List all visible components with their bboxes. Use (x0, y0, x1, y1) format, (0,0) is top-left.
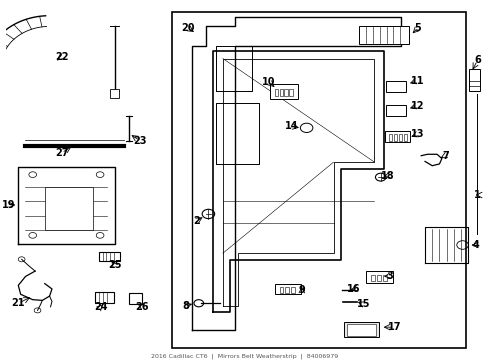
Text: 2: 2 (193, 216, 200, 226)
Text: 4: 4 (472, 240, 478, 250)
Bar (291, 287, 294, 293)
Text: 7: 7 (441, 151, 447, 161)
Text: 16: 16 (346, 284, 360, 294)
Text: 21: 21 (12, 298, 25, 308)
Text: 12: 12 (410, 101, 423, 111)
Bar (289, 89, 292, 96)
Text: 1: 1 (473, 190, 480, 200)
Text: 6: 6 (473, 55, 480, 65)
Text: 15: 15 (356, 299, 369, 309)
Bar (358, 26, 408, 44)
Text: 9: 9 (298, 285, 305, 295)
Text: 13: 13 (410, 129, 423, 139)
Bar (284, 89, 287, 96)
Bar (99, 252, 120, 261)
Bar (384, 131, 409, 142)
Bar (403, 134, 406, 141)
Text: 26: 26 (136, 302, 149, 312)
Text: 11: 11 (410, 76, 423, 86)
Bar (385, 105, 405, 116)
Bar (285, 287, 288, 293)
Text: 22: 22 (55, 52, 68, 62)
Bar (398, 134, 401, 141)
Bar (382, 275, 386, 282)
Bar (388, 134, 391, 141)
Bar (370, 275, 374, 282)
Text: 27: 27 (55, 148, 68, 158)
Bar (385, 81, 405, 93)
Bar (129, 293, 142, 304)
Bar (274, 284, 301, 294)
Bar (366, 271, 392, 283)
Text: 3: 3 (385, 271, 392, 281)
Text: 5: 5 (414, 23, 420, 33)
Text: 20: 20 (181, 23, 195, 33)
Bar (376, 275, 380, 282)
Bar (279, 287, 283, 293)
Text: 14: 14 (285, 121, 298, 131)
Bar (45, 187, 93, 230)
Bar (346, 324, 375, 336)
Text: 24: 24 (94, 302, 107, 312)
Bar (344, 322, 378, 337)
Text: 19: 19 (2, 200, 15, 210)
Text: 23: 23 (133, 136, 146, 146)
Bar (95, 292, 113, 303)
Text: 25: 25 (107, 260, 121, 270)
Bar (109, 89, 119, 98)
Text: 10: 10 (261, 77, 275, 87)
Bar (468, 69, 479, 91)
Text: 2016 Cadillac CT6  |  Mirrors Belt Weatherstrip  |  84006979: 2016 Cadillac CT6 | Mirrors Belt Weather… (151, 354, 337, 359)
Bar (172, 12, 465, 348)
Text: 8: 8 (182, 301, 188, 311)
Bar (274, 89, 278, 96)
Bar (279, 89, 283, 96)
Bar (393, 134, 396, 141)
Text: 17: 17 (386, 322, 400, 332)
Bar (269, 84, 297, 99)
Text: 18: 18 (380, 171, 393, 181)
